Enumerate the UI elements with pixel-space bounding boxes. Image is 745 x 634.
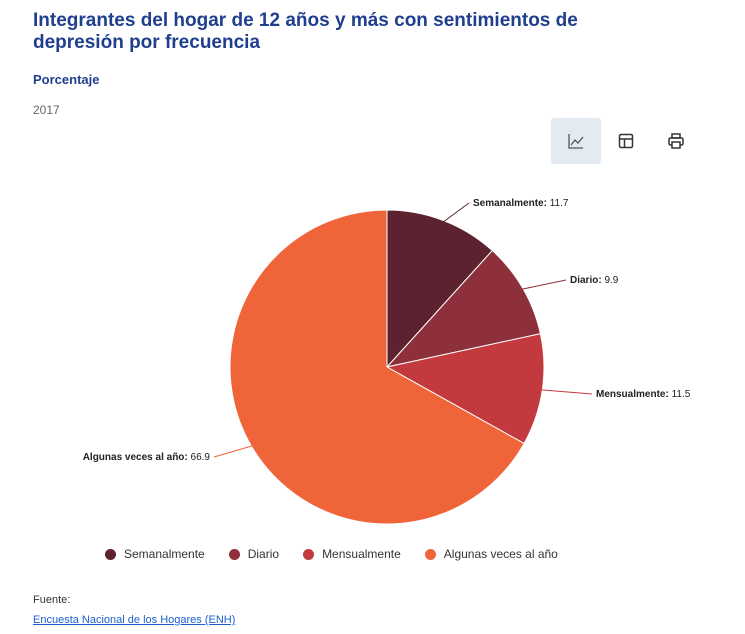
legend-marker <box>424 548 436 560</box>
label-connector <box>442 202 470 223</box>
chart-legend: Semanalmente Diario Mensualmente Algunas… <box>105 547 582 561</box>
chart-year: 2017 <box>33 103 60 117</box>
legend-marker <box>303 548 315 560</box>
source-link[interactable]: Encuesta Nacional de los Hogares (ENH) <box>33 614 236 626</box>
pie-slice-2[interactable] <box>385 249 542 368</box>
legend-label: Mensualmente <box>322 547 401 561</box>
label-connector <box>521 279 567 290</box>
pie-slices <box>229 209 545 525</box>
source-label: Fuente: <box>33 594 71 606</box>
table-icon <box>618 133 634 149</box>
data-labels: Semanalmente: 11.7 Diario: 9.9 Mensualment… <box>83 198 691 463</box>
table-view-button[interactable] <box>601 118 651 164</box>
legend-item-semanalmente[interactable]: Semanalmente <box>105 547 205 561</box>
legend-label: Semanalmente <box>124 547 205 561</box>
pie-slice-1[interactable] <box>386 209 494 369</box>
chart-view-button[interactable] <box>551 118 601 164</box>
data-label: Semanalmente: 11.7 <box>473 198 569 209</box>
data-label: Diario: 9.9 <box>570 275 619 286</box>
legend-marker <box>105 548 116 560</box>
legend-item-algunas-veces[interactable]: Algunas veces al año <box>424 547 558 561</box>
legend-label: Diario <box>247 547 280 561</box>
data-label: Mensualmente: 11.5 <box>596 389 691 400</box>
print-button[interactable] <box>651 118 701 164</box>
legend-item-diario[interactable]: Diario <box>228 547 280 561</box>
line-chart-icon <box>568 134 584 149</box>
print-icon <box>668 133 684 149</box>
label-connector <box>213 445 254 458</box>
data-label: Algunas veces al año: 66.9 <box>83 452 211 463</box>
chart-title: Integrantes del hogar de 12 años y más c… <box>33 10 578 53</box>
pie-chart: Semanalmente: 11.7 Diario: 9.9 Mensualment… <box>83 198 691 525</box>
legend-item-mensualmente[interactable]: Mensualmente <box>303 547 401 561</box>
legend-label: Algunas veces al año <box>443 547 558 561</box>
label-connector <box>540 389 593 395</box>
chart-toolbar <box>551 118 701 164</box>
chart-subtitle: Porcentaje <box>33 72 100 87</box>
legend-marker <box>228 548 240 560</box>
